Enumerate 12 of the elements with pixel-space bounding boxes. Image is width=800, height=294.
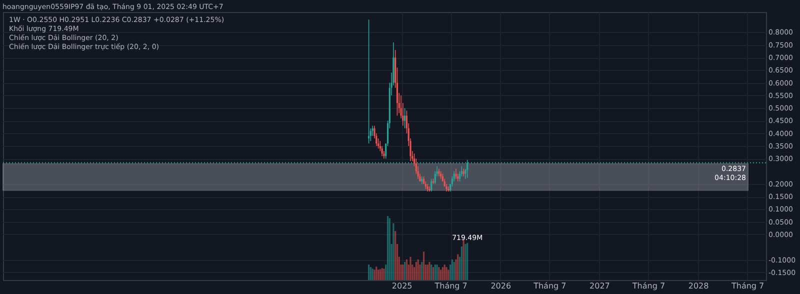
x-tick-label: 2026 <box>490 282 512 290</box>
x-tick-label: Tháng 7 <box>532 282 566 290</box>
x-tick-label: Tháng 7 <box>631 282 666 290</box>
x-tick-label: Tháng 7 <box>730 282 764 290</box>
candlestick <box>404 108 406 129</box>
x-tick-label: 2028 <box>688 282 709 290</box>
x-tick-label: Tháng 7 <box>434 282 468 290</box>
candlestick <box>368 19 370 144</box>
candlestick <box>455 168 457 180</box>
x-tick-label: 2025 <box>392 282 412 290</box>
x-tick-label: 2027 <box>590 282 610 290</box>
candlestick <box>451 176 453 187</box>
